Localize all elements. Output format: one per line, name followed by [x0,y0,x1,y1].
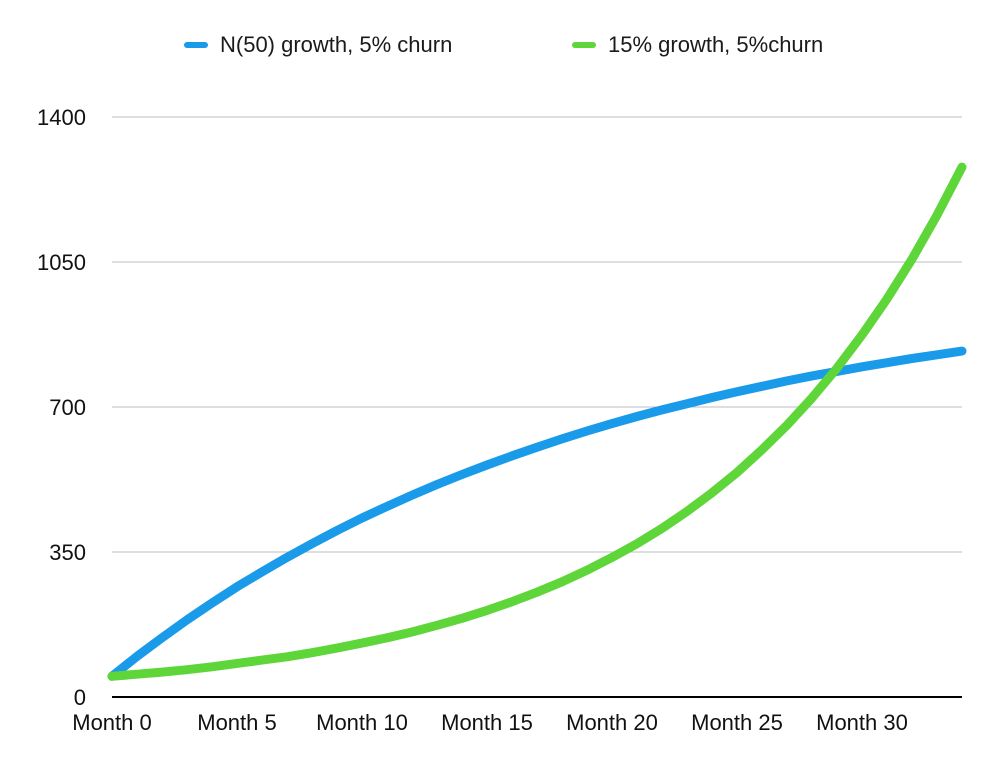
legend-swatch-green [572,42,596,48]
x-tick-label: Month 5 [197,710,277,735]
y-tick-label: 350 [49,540,86,565]
legend: N(50) growth, 5% churn 15% growth, 5%chu… [0,28,1000,62]
y-tick-label: 0 [74,685,86,710]
legend-item-15pct-growth: 15% growth, 5%churn [572,28,823,62]
x-tick-label: Month 0 [72,710,152,735]
x-tick-label: Month 30 [816,710,908,735]
y-tick-label: 1050 [37,250,86,275]
legend-item-n50-growth: N(50) growth, 5% churn [184,28,452,62]
x-tick-label: Month 10 [316,710,408,735]
series-line-1 [107,162,967,681]
legend-label: N(50) growth, 5% churn [220,32,453,57]
legend-swatch-blue [184,42,208,48]
x-tick-label: Month 25 [691,710,783,735]
y-tick-label: 1400 [37,105,86,130]
legend-label: 15% growth, 5%churn [608,32,824,57]
series-line-0 [107,346,967,681]
x-tick-label: Month 15 [441,710,533,735]
y-tick-label: 700 [49,395,86,420]
x-tick-label: Month 20 [566,710,658,735]
